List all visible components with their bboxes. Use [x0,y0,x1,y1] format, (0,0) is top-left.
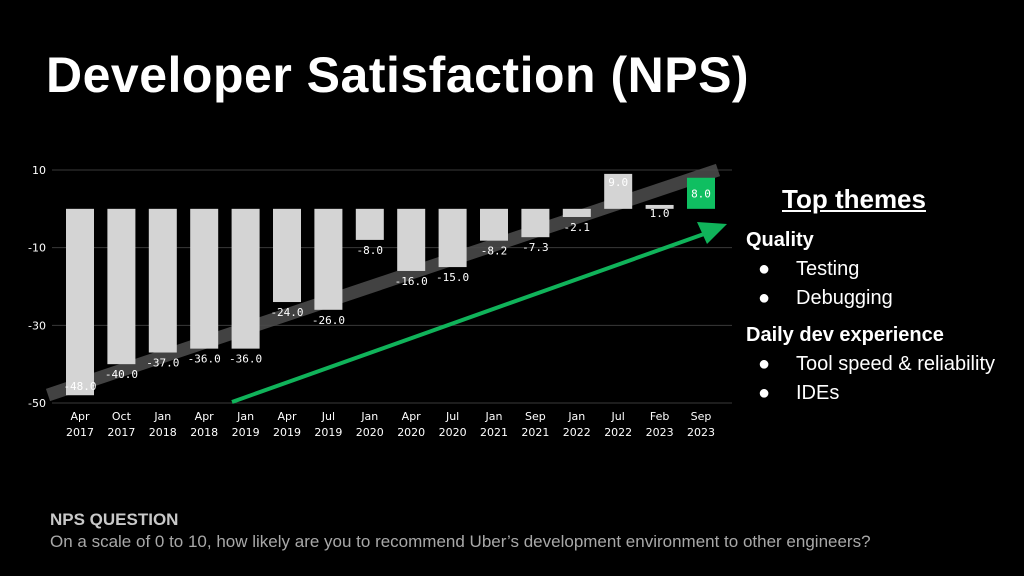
y-tick-label: -50 [28,397,46,410]
x-tick-label: 2020 [439,426,467,439]
bar [66,208,94,396]
x-tick-label: Jan [153,410,171,423]
data-label: -24.0 [270,306,303,319]
data-label: -8.2 [481,245,508,258]
bar [190,208,219,349]
x-tick-label: 2021 [521,426,549,439]
data-label: 1.0 [650,207,670,220]
theme-item: ● Debugging [746,287,1016,310]
bar [645,204,674,209]
data-label: -40.0 [105,368,138,381]
data-label: -16.0 [395,275,428,288]
x-tick-label: Oct [112,410,132,423]
data-label: 9.0 [608,176,628,189]
x-tick-label: Feb [650,410,669,423]
theme-item-label: Debugging [796,287,893,309]
x-tick-label: 2020 [356,426,384,439]
data-label: -8.0 [357,244,384,257]
bar [148,208,177,353]
bar [231,208,260,349]
arrow-head [697,222,727,244]
x-tick-label: 2019 [314,426,342,439]
x-tick-label: 2017 [66,426,94,439]
bullet-icon: ● [758,382,771,404]
bar [480,208,508,241]
x-tick-label: Sep [525,410,546,423]
theme-item: ● Tool speed & reliability [746,353,1016,376]
x-tick-label: 2019 [232,426,260,439]
chart-bars [66,173,715,396]
theme-item-label: Tool speed & reliability [796,353,995,375]
x-tick-label: 2019 [273,426,301,439]
x-tick-label: 2018 [190,426,218,439]
bullet-icon: ● [758,353,771,375]
theme-group-daily-dev-experience: Daily dev experience [746,324,944,346]
x-tick-label: Sep [691,410,712,423]
nps-question: NPS QUESTION On a scale of 0 to 10, how … [50,510,871,552]
bullet-icon: ● [758,258,771,280]
bar [314,208,343,310]
bar [107,208,136,365]
y-tick-label: 10 [32,164,46,177]
data-label: 8.0 [691,187,711,200]
data-label: -36.0 [188,353,221,366]
bar [273,208,301,303]
x-tick-label: 2023 [646,426,674,439]
bar [397,208,426,271]
bullet-icon: ● [758,287,771,309]
bar [438,208,467,268]
arrow-shaft [231,232,705,404]
green-arrow [231,222,727,404]
theme-item: ● Testing [746,258,1016,281]
page-title: Developer Satisfaction (NPS) [46,47,750,103]
bar [521,208,550,238]
x-tick-label: 2022 [604,426,632,439]
data-label: -36.0 [229,353,262,366]
theme-group-quality: Quality [746,229,814,251]
x-tick-label: 2017 [107,426,135,439]
nps-question-text: On a scale of 0 to 10, how likely are yo… [50,532,871,551]
bar [604,173,633,209]
x-tick-label: 2021 [480,426,508,439]
x-tick-label: Jul [611,410,625,423]
theme-item-label: Testing [796,258,860,280]
theme-item-label: IDEs [796,382,840,404]
x-tick-label: Apr [70,410,90,423]
x-tick-label: Jan [485,410,503,423]
x-tick-label: 2023 [687,426,715,439]
top-themes-panel: Top themes Quality ● Testing ● Debugging D… [746,184,1016,405]
x-tick-label: Jan [236,410,254,423]
x-tick-label: 2020 [397,426,425,439]
x-tick-label: Jul [321,410,335,423]
x-tick-label: Apr [277,410,297,423]
x-tick-label: Jul [445,410,459,423]
nps-question-title: NPS QUESTION [50,510,179,529]
x-tick-label: Apr [195,410,215,423]
x-tick-label: 2018 [149,426,177,439]
x-tick-label: Apr [402,410,422,423]
data-label: -26.0 [312,314,345,327]
bar [687,177,715,209]
x-tick-label: 2022 [563,426,591,439]
y-tick-label: -10 [28,242,46,255]
y-tick-label: -30 [28,319,46,332]
x-tick-label: Jan [360,410,378,423]
bar [355,208,384,240]
y-axis-ticks: 10 -10 -30 -50 [28,164,46,410]
bar [562,208,591,217]
data-label: -7.3 [522,241,549,254]
data-label: -48.0 [63,380,96,393]
x-tick-label: Jan [567,410,585,423]
data-labels: -48.0 -40.0 -37.0 -36.0 -36.0 -24.0 -26.0 -8.0 -… [63,176,711,393]
data-label: -37.0 [146,357,179,370]
data-label: -2.1 [564,221,591,234]
theme-item: ● IDEs [746,382,1016,405]
top-themes-heading: Top themes [782,184,926,214]
data-label: -15.0 [436,271,469,284]
x-axis-ticks: Apr 2017 Oct 2017 Jan 2018 Apr 2018 Jan 2019 Apr 20… [66,410,715,439]
